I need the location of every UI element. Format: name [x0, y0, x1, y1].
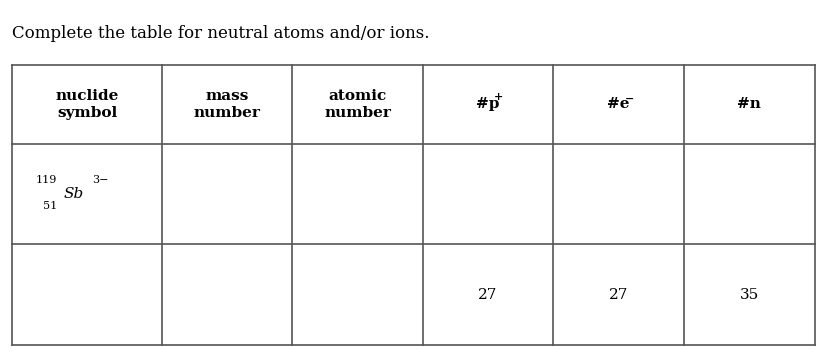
Text: mass
number: mass number [194, 89, 261, 119]
Text: 119: 119 [36, 175, 57, 185]
Text: −: − [624, 93, 634, 103]
Text: 35: 35 [739, 287, 759, 302]
Text: nuclide
symbol: nuclide symbol [55, 89, 119, 119]
Text: 27: 27 [609, 287, 629, 302]
Text: +: + [495, 91, 504, 102]
Text: Sb: Sb [64, 187, 84, 201]
Text: atomic
number: atomic number [324, 89, 391, 119]
Text: 3−: 3− [93, 175, 109, 185]
Text: #n: #n [738, 98, 761, 111]
Text: 51: 51 [43, 201, 57, 211]
Text: #e: #e [608, 98, 630, 111]
Text: 27: 27 [479, 287, 498, 302]
Text: Complete the table for neutral atoms and/or ions.: Complete the table for neutral atoms and… [12, 25, 430, 42]
Text: #p: #p [476, 98, 500, 111]
